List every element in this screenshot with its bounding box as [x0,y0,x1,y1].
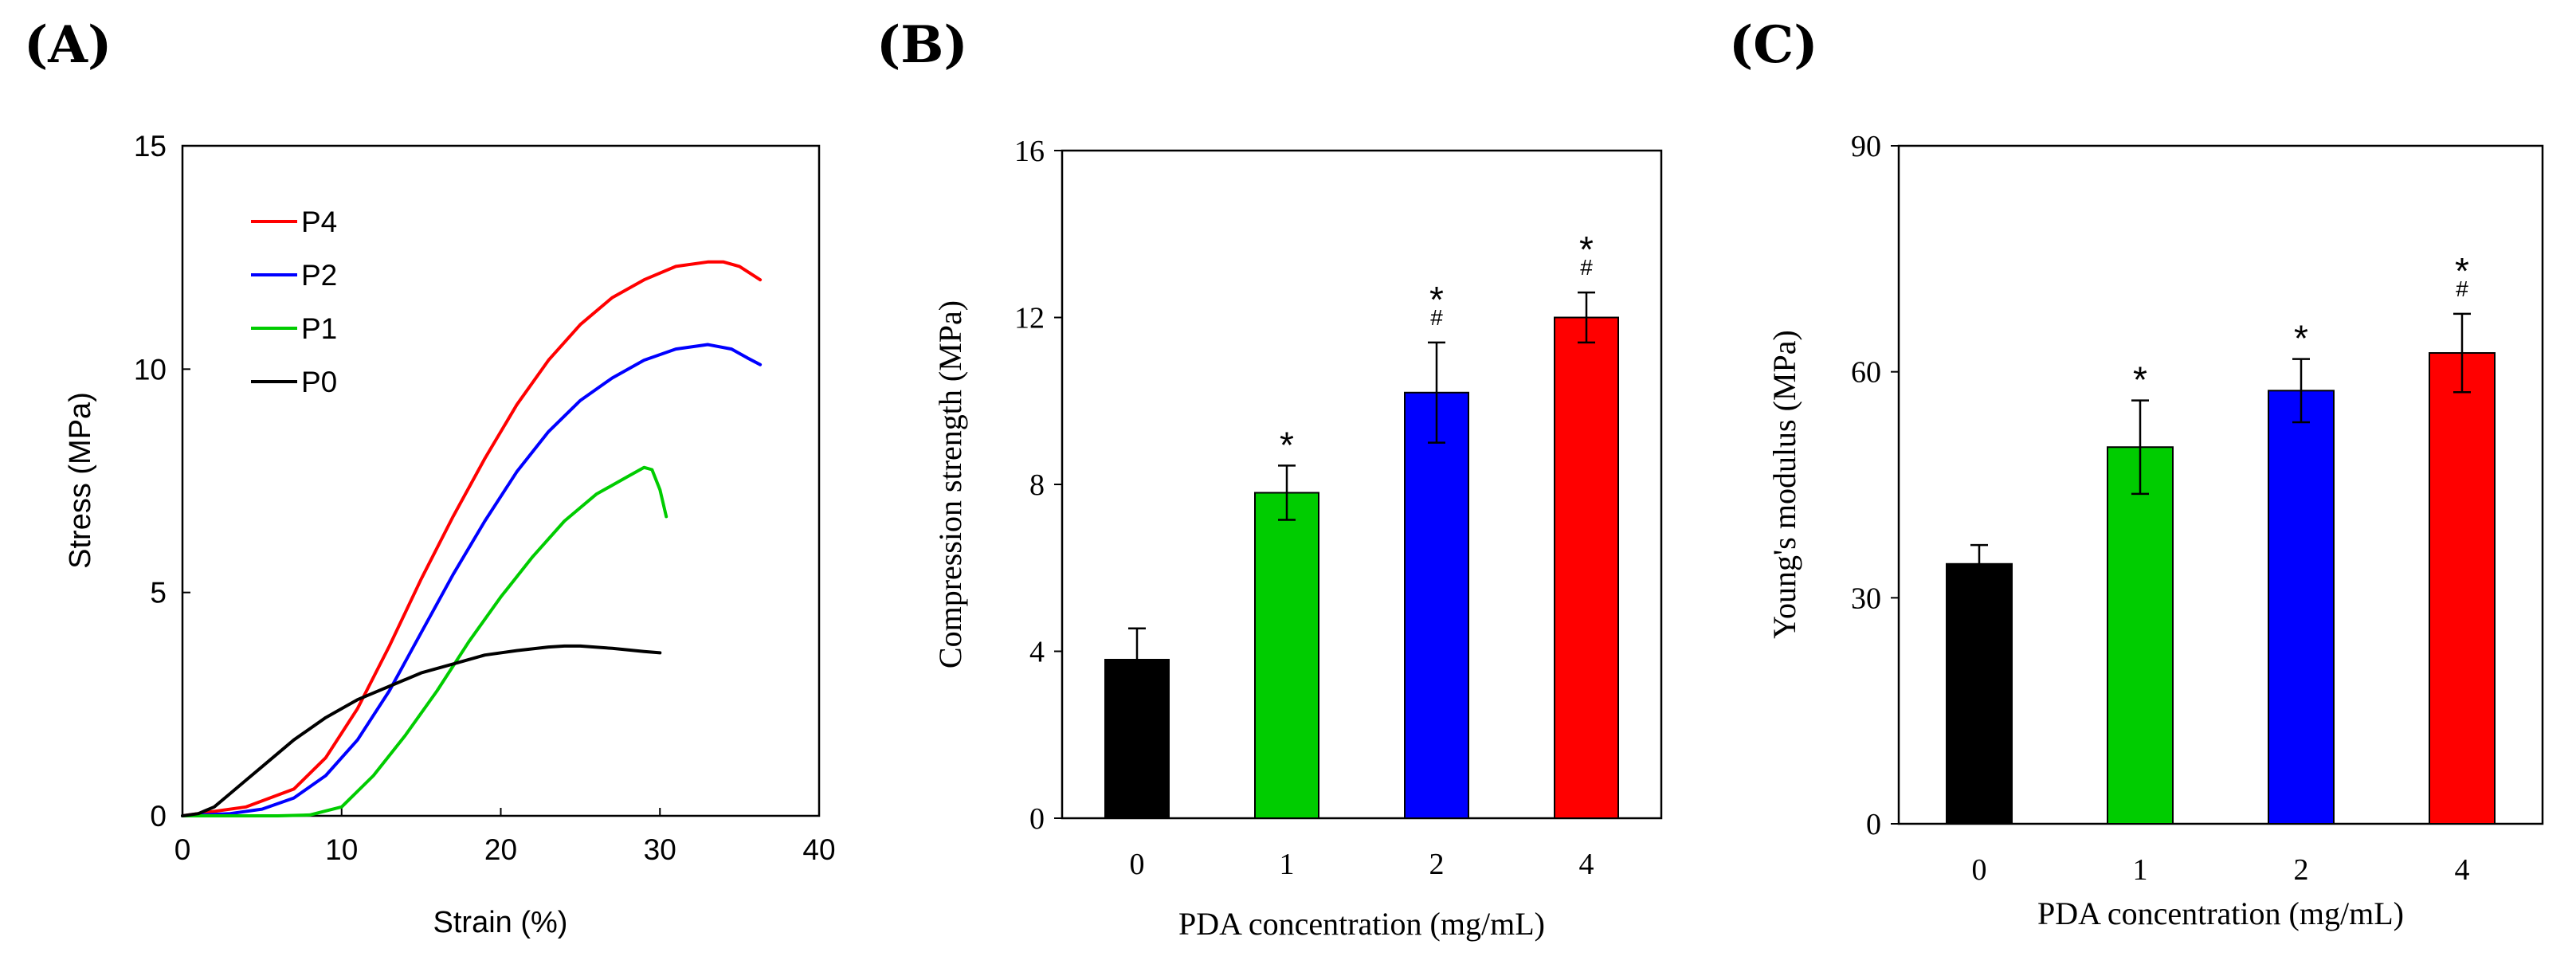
significance-star-c-2: * [2294,318,2308,359]
x-ticks-a: 0 10 20 30 40 [174,808,836,866]
x-tick-label-c: 1 [2133,853,2148,887]
x-axis-title-b: PDA concentration (mg/mL) [1178,906,1545,942]
panel-label-c: (C) [1729,15,1818,75]
x-tick-label-a: 10 [325,833,358,866]
x-tick-label-c: 0 [1972,853,1987,887]
y-tick-label-b: 4 [1029,636,1045,669]
panel-label-b: (B) [876,15,968,75]
y-ticks-a: 0 5 10 15 [134,130,190,833]
significance-hash-b-4: # [1580,255,1593,280]
x-tick-label-b: 2 [1429,848,1445,881]
legend-a: P4 P2 P1 P0 [251,206,337,398]
series-line-p0 [181,644,662,817]
x-tick-label-a: 30 [644,833,676,866]
x-tick-label-a: 40 [802,833,835,866]
significance-hash-b-2: # [1430,305,1443,330]
legend-label-p1: P1 [301,312,337,345]
x-tick-label-c: 2 [2294,853,2309,887]
legend-label-p0: P0 [301,366,337,398]
legend-label-p4: P4 [301,206,337,238]
y-tick-label-b: 12 [1014,302,1045,335]
y-tick-label-c: 90 [1851,130,1881,163]
x-axis-title-c: PDA concentration (mg/mL) [2037,895,2404,931]
y-tick-label-b: 16 [1014,135,1045,168]
plot-frame-c [1897,144,2544,825]
series-line-p1 [181,465,669,817]
bars-b: *#*#* [1104,229,1619,819]
y-axis-title-b: Compression strength (MPa) [932,300,968,668]
plot-frame-a [181,144,821,817]
y-tick-label-a: 15 [134,130,167,163]
y-tick-label-a: 0 [150,800,167,833]
x-tick-label-c: 4 [2455,853,2470,887]
y-tick-label-a: 5 [150,577,167,609]
bar-c-4 [2429,352,2496,825]
y-tick-label-c: 0 [1866,808,1881,841]
y-ticks-b: 0 4 8 12 16 [1014,135,1062,836]
y-ticks-c: 0 30 60 90 [1851,130,1899,841]
x-tick-label-a: 20 [484,833,517,866]
x-ticks-c: 0 1 2 4 [1972,853,2470,887]
significance-star-c-1: * [2133,359,2147,401]
y-tick-label-b: 8 [1029,468,1045,502]
y-tick-label-c: 60 [1851,356,1881,390]
y-tick-label-a: 10 [134,353,167,386]
x-tick-label-b: 4 [1579,848,1594,881]
y-tick-label-b: 0 [1029,802,1045,836]
legend-label-p2: P2 [301,259,337,292]
bar-c-2 [2268,390,2335,825]
series-line-p2 [181,343,763,817]
significance-hash-c-4: # [2456,276,2468,301]
x-axis-title-a: Strain (%) [433,906,568,939]
series-lines-a [181,260,763,817]
x-tick-label-b: 1 [1280,848,1295,881]
bar-c-0 [1946,562,2013,825]
panel-label-a: (A) [24,15,112,75]
panel-a: (A) 0 10 20 30 40 0 5 10 15 P4 P2 P1 P0 Strain (%)… [24,15,836,939]
bars-c: **#* [1946,250,2496,825]
significance-star-b-2: * [1429,279,1444,320]
series-line-p4 [181,260,763,817]
significance-star-b-4: * [1579,229,1594,270]
significance-star-c-4: * [2455,250,2469,292]
bar-b-2 [1404,391,1469,819]
bar-b-1 [1254,492,1319,819]
y-axis-title-c: Young's modulus (MPa) [1766,330,1802,639]
significance-star-b-1: * [1280,424,1294,465]
y-axis-title-a: Stress (MPa) [64,392,97,569]
x-tick-label-a: 0 [174,833,191,866]
bar-c-1 [2107,446,2174,825]
y-tick-label-c: 30 [1851,582,1881,615]
x-ticks-b: 0 1 2 4 [1130,848,1594,881]
x-tick-label-b: 0 [1130,848,1145,881]
bar-b-4 [1554,316,1619,819]
